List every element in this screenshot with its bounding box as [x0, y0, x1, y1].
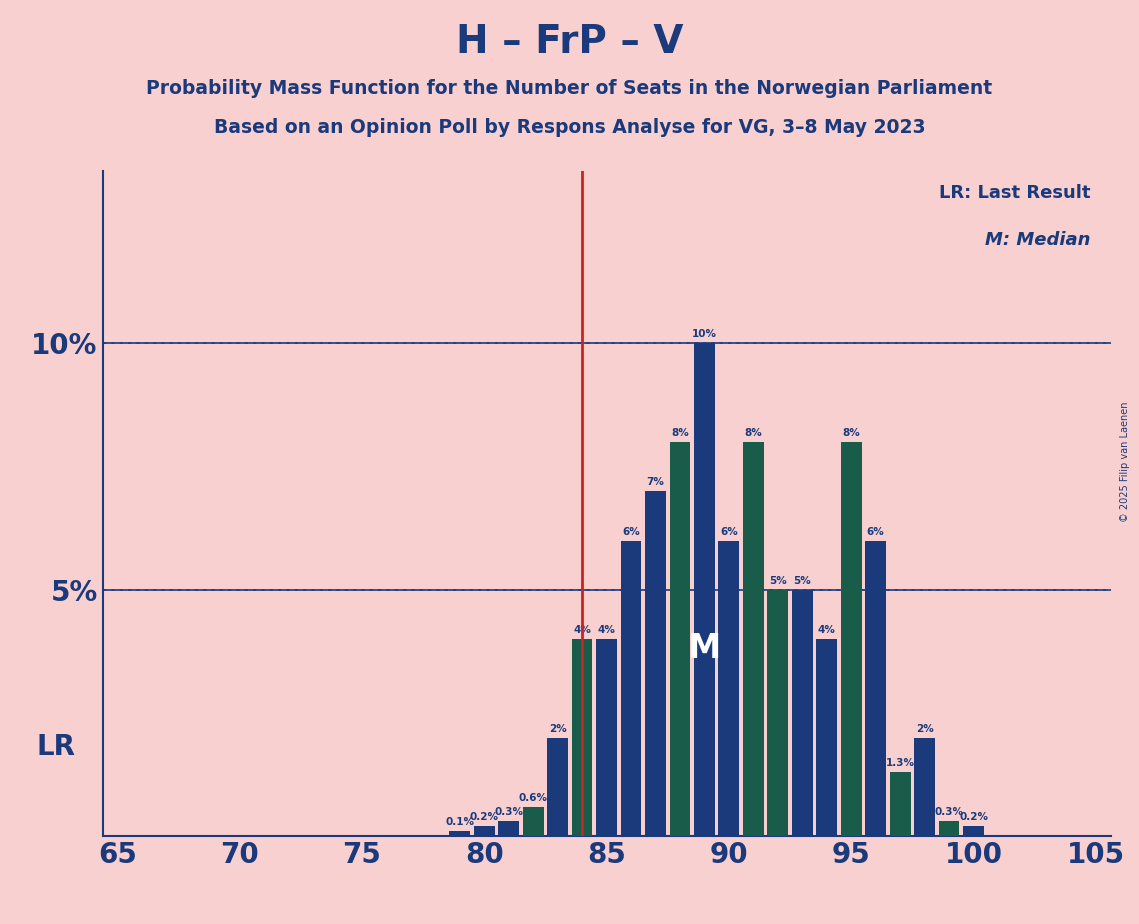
Text: © 2025 Filip van Laenen: © 2025 Filip van Laenen	[1120, 402, 1130, 522]
Text: 5%: 5%	[769, 576, 787, 586]
Text: 4%: 4%	[598, 626, 615, 635]
Bar	[939, 821, 959, 836]
Text: LR: LR	[36, 733, 76, 761]
Bar	[866, 541, 886, 836]
Bar	[449, 832, 470, 836]
Text: 0.3%: 0.3%	[934, 808, 964, 818]
Bar	[572, 639, 592, 836]
Text: H – FrP – V: H – FrP – V	[456, 23, 683, 61]
Text: M: M	[688, 632, 721, 665]
Text: 2%: 2%	[916, 723, 934, 734]
Text: 1.3%: 1.3%	[886, 759, 915, 768]
Text: 5%: 5%	[794, 576, 811, 586]
Text: 2%: 2%	[549, 723, 566, 734]
Bar	[474, 826, 494, 836]
Text: Based on an Opinion Poll by Respons Analyse for VG, 3–8 May 2023: Based on an Opinion Poll by Respons Anal…	[214, 118, 925, 138]
Text: 4%: 4%	[818, 626, 836, 635]
Bar	[596, 639, 617, 836]
Bar	[645, 492, 666, 836]
Text: 6%: 6%	[867, 527, 885, 537]
Text: 0.3%: 0.3%	[494, 808, 523, 818]
Text: 0.6%: 0.6%	[518, 793, 548, 803]
Text: 6%: 6%	[622, 527, 640, 537]
Text: 8%: 8%	[671, 428, 689, 438]
Text: 4%: 4%	[573, 626, 591, 635]
Bar	[890, 772, 910, 836]
Bar	[743, 442, 764, 836]
Text: 0.2%: 0.2%	[469, 812, 499, 822]
Text: M: Median: M: Median	[985, 231, 1090, 249]
Bar	[523, 807, 543, 836]
Text: Probability Mass Function for the Number of Seats in the Norwegian Parliament: Probability Mass Function for the Number…	[147, 79, 992, 98]
Bar	[547, 737, 568, 836]
Bar	[670, 442, 690, 836]
Bar	[621, 541, 641, 836]
Bar	[498, 821, 519, 836]
Text: 0.2%: 0.2%	[959, 812, 988, 822]
Bar	[817, 639, 837, 836]
Bar	[719, 541, 739, 836]
Bar	[792, 590, 812, 836]
Bar	[768, 590, 788, 836]
Bar	[841, 442, 861, 836]
Text: 6%: 6%	[720, 527, 738, 537]
Bar	[694, 344, 715, 836]
Bar	[964, 826, 984, 836]
Text: 8%: 8%	[745, 428, 762, 438]
Text: 0.1%: 0.1%	[445, 818, 474, 827]
Bar	[915, 737, 935, 836]
Text: 8%: 8%	[843, 428, 860, 438]
Text: 7%: 7%	[647, 478, 664, 487]
Text: 10%: 10%	[691, 330, 716, 339]
Text: LR: Last Result: LR: Last Result	[939, 184, 1090, 202]
